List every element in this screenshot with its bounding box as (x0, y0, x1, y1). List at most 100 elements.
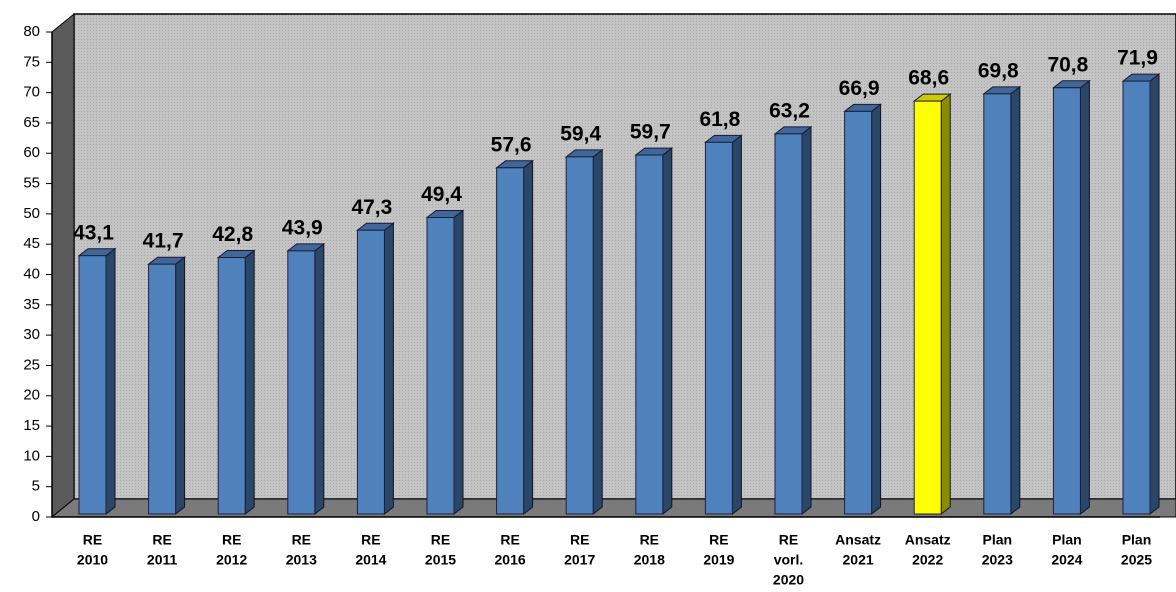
x-tick-label: RE (361, 532, 380, 548)
bar-side (940, 93, 951, 516)
bar-side (383, 222, 394, 516)
y-tick-label: 10 (23, 447, 40, 464)
y-tick-label: 75 (23, 53, 40, 70)
y-tick-label: 60 (23, 144, 40, 161)
y-tick-label: 70 (23, 84, 40, 101)
x-tick-label: Plan (983, 532, 1013, 548)
bar (774, 133, 803, 515)
bar-side (314, 242, 325, 516)
value-label: 47,3 (351, 196, 392, 219)
x-tick-label: 2013 (286, 552, 317, 568)
bar-side (1079, 79, 1090, 516)
x-tick-label: 2010 (77, 552, 108, 568)
bar-side (801, 125, 812, 516)
bar (704, 141, 733, 515)
x-tick-label: 2014 (355, 552, 386, 568)
y-tick-label: 20 (23, 387, 40, 404)
y-tick-label: 50 (23, 205, 40, 222)
x-tick-label: RE (709, 532, 728, 548)
x-tick-label: RE (152, 532, 171, 548)
side-wall (51, 12, 75, 519)
y-tick-label: 55 (23, 175, 40, 192)
y-tick-label: 15 (23, 417, 40, 434)
value-label: 61,8 (699, 108, 740, 131)
x-tick-label: RE (431, 532, 450, 548)
bar (565, 156, 594, 515)
x-tick-label: Plan (1122, 532, 1152, 548)
bar (356, 229, 385, 515)
value-label: 63,2 (769, 99, 810, 122)
x-tick-label: 2025 (1121, 552, 1152, 568)
y-tick-label: 35 (23, 296, 40, 313)
bar-side (662, 147, 673, 516)
bar (148, 263, 177, 515)
bar-side (1010, 85, 1021, 516)
bar-side (105, 247, 116, 516)
y-tick-label: 40 (23, 265, 40, 282)
bar-side (1149, 73, 1160, 516)
x-tick-label: Ansatz (835, 532, 881, 548)
bar-side (175, 256, 186, 516)
value-label: 69,8 (978, 59, 1019, 82)
bar (287, 250, 316, 515)
x-tick-label: RE (570, 532, 589, 548)
y-tick-label: 25 (23, 356, 40, 373)
value-label: 42,8 (212, 223, 253, 246)
value-label: 57,6 (491, 133, 532, 156)
x-tick-label: RE (83, 532, 102, 548)
bar-side (244, 249, 255, 516)
bar (1052, 87, 1081, 515)
bar (1122, 80, 1151, 515)
x-tick-label: 2018 (634, 552, 665, 568)
bar (635, 154, 664, 515)
bar-side (731, 134, 742, 516)
x-tick-label: RE (292, 532, 311, 548)
value-label: 68,6 (908, 67, 949, 90)
bar (913, 100, 942, 515)
x-tick-label: RE (222, 532, 241, 548)
x-tick-label: Plan (1052, 532, 1082, 548)
bar-side (871, 103, 882, 516)
x-tick-label: 2019 (703, 552, 734, 568)
value-label: 71,9 (1117, 47, 1158, 70)
x-tick-label: 2016 (495, 552, 526, 568)
y-tick-label: 5 (32, 478, 40, 495)
x-tick-label: 2021 (843, 552, 874, 568)
bar-side (523, 159, 534, 516)
bar-side (592, 148, 603, 516)
x-tick-label: RE (640, 532, 659, 548)
x-tick-label: 2020 (773, 572, 804, 588)
value-label: 66,9 (839, 77, 880, 100)
x-tick-label: RE (500, 532, 519, 548)
bar (983, 93, 1012, 515)
bar (844, 110, 873, 515)
value-label: 41,7 (143, 230, 184, 253)
x-tick-label: 2023 (982, 552, 1013, 568)
value-label: 43,1 (73, 221, 114, 244)
y-tick-label: 0 (32, 508, 40, 525)
bar (496, 167, 525, 515)
value-label: 49,4 (421, 183, 462, 206)
x-tick-label: 2022 (912, 552, 943, 568)
y-tick-label: 65 (23, 114, 40, 131)
y-tick-label: 45 (23, 235, 40, 252)
y-tick-label: 30 (23, 326, 40, 343)
bar (217, 257, 246, 515)
x-tick-label: 2015 (425, 552, 456, 568)
value-label: 43,9 (282, 216, 323, 239)
bar-side (453, 209, 464, 516)
x-tick-label: vorl. (774, 552, 804, 568)
x-tick-label: 2024 (1051, 552, 1082, 568)
x-tick-label: 2017 (564, 552, 595, 568)
bar (78, 255, 107, 515)
bar (426, 217, 455, 515)
value-label: 59,7 (630, 121, 671, 144)
x-tick-label: Ansatz (905, 532, 951, 548)
value-label: 70,8 (1047, 53, 1088, 76)
x-tick-label: 2011 (147, 552, 178, 568)
x-tick-label: 2012 (216, 552, 247, 568)
value-label: 59,4 (560, 122, 601, 145)
y-tick-label: 80 (23, 23, 40, 40)
x-tick-label: RE (779, 532, 798, 548)
